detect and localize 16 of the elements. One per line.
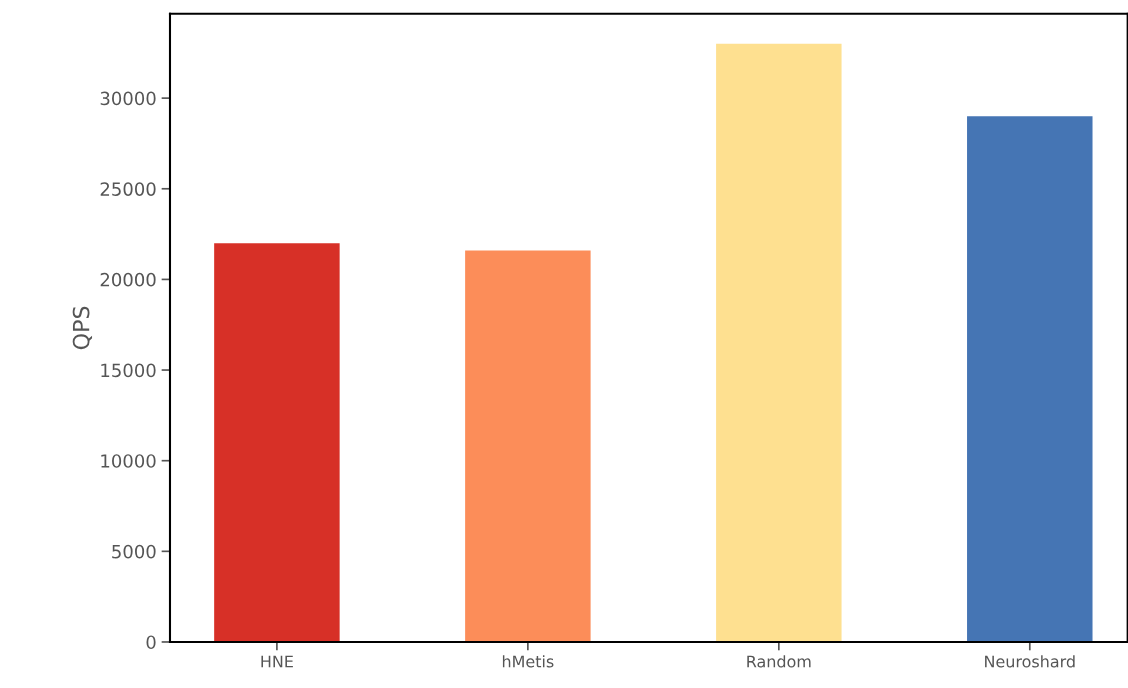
x-tick-label: Random: [747, 655, 811, 668]
y-axis-title: QPS: [72, 306, 93, 350]
y-tick-label: 20000: [100, 272, 156, 287]
y-tick-label: 30000: [100, 91, 156, 106]
bar: [967, 116, 1093, 642]
y-tick-label: 25000: [100, 182, 156, 196]
y-tick-label: 0: [146, 635, 156, 650]
bar: [214, 243, 340, 642]
x-tick-label: hMetis: [502, 655, 554, 668]
x-tick-label: HNE: [261, 655, 293, 668]
y-tick-label: 10000: [101, 454, 156, 468]
bar: [716, 43, 842, 642]
x-tick-label: Neuroshard: [985, 655, 1075, 668]
bar: [465, 250, 591, 642]
y-tick-label: 5000: [112, 544, 156, 559]
y-tick-label: 15000: [101, 363, 156, 378]
